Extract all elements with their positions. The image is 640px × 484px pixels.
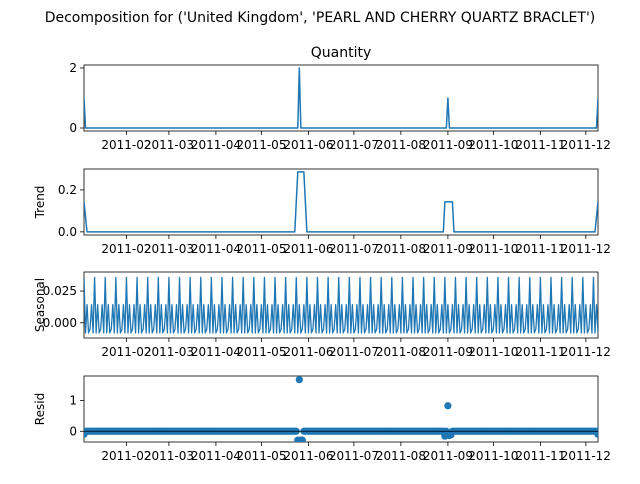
plot-area [84, 171, 598, 233]
y-tick-label: 0 [69, 424, 77, 438]
x-tick-label: 2011-03 [144, 242, 194, 256]
x-tick-label: 2011-03 [144, 345, 194, 359]
x-tick-label: 2011-07 [329, 242, 379, 256]
x-tick-label: 2011-03 [144, 138, 194, 152]
x-tick-label: 2011-11 [515, 345, 565, 359]
x-tick-label: 2011-05 [236, 138, 286, 152]
x-tick-label: 2011-02 [101, 138, 151, 152]
x-tick-label: 2011-06 [283, 242, 333, 256]
x-tick-label: 2011-02 [101, 345, 151, 359]
x-tick-label: 2011-08 [376, 242, 426, 256]
axes-frame [83, 271, 599, 339]
y-tick-label: 0 [69, 121, 77, 135]
x-tick-label: 2011-09 [423, 345, 473, 359]
subplot-2: Trend0.00.22011-022011-032011-042011-052… [33, 168, 611, 256]
x-tick-label: 2011-07 [329, 345, 379, 359]
y-tick-label: 2 [69, 61, 77, 75]
x-tick-label: 2011-10 [468, 242, 518, 256]
x-tick-label: 2011-12 [561, 345, 611, 359]
x-tick-label: 2011-05 [236, 345, 286, 359]
x-tick-label: 2011-12 [561, 449, 611, 463]
plot-area [84, 376, 598, 442]
plot-area [84, 67, 598, 129]
x-tick-label: 2011-06 [283, 449, 333, 463]
x-tick-label: 2011-03 [144, 449, 194, 463]
resid-point [298, 436, 306, 442]
x-tick-label: 2011-09 [423, 138, 473, 152]
x-tick-label: 2011-02 [101, 449, 151, 463]
x-tick-label: 2011-05 [236, 449, 286, 463]
y-tick-label: 0.025 [43, 284, 77, 298]
y-tick-label: 1 [69, 394, 77, 408]
resid-point [444, 402, 452, 410]
subplot-4: Resid012011-022011-032011-042011-052011-… [33, 375, 611, 463]
y-axis-label: Trend [33, 186, 47, 220]
x-tick-label: 2011-11 [515, 242, 565, 256]
x-tick-label: 2011-10 [468, 138, 518, 152]
resid-point [594, 430, 598, 438]
figure-suptitle: Decomposition for ('United Kingdom', 'PE… [45, 10, 596, 26]
x-tick-label: 2011-08 [376, 138, 426, 152]
y-axis-label: Resid [33, 393, 47, 425]
x-tick-label: 2011-09 [423, 449, 473, 463]
x-tick-label: 2011-06 [283, 138, 333, 152]
x-tick-label: 2011-04 [191, 449, 241, 463]
subplot-title: Quantity [311, 45, 372, 61]
panels: Quantity022011-022011-032011-042011-0520… [33, 45, 611, 463]
x-tick-label: 2011-05 [236, 242, 286, 256]
y-axis-label: Seasonal [33, 278, 47, 332]
x-tick-label: 2011-08 [376, 449, 426, 463]
x-tick-label: 2011-07 [329, 138, 379, 152]
x-tick-label: 2011-12 [561, 138, 611, 152]
x-tick-label: 2011-04 [191, 345, 241, 359]
y-tick-label: 0.2 [58, 183, 77, 197]
x-tick-label: 2011-07 [329, 449, 379, 463]
x-tick-label: 2011-09 [423, 242, 473, 256]
x-tick-label: 2011-10 [468, 345, 518, 359]
y-tick-label: 0.0 [58, 225, 77, 239]
x-tick-label: 2011-11 [515, 449, 565, 463]
x-tick-label: 2011-02 [101, 242, 151, 256]
resid-point [295, 376, 303, 384]
x-tick-label: 2011-04 [191, 138, 241, 152]
subplot-1: Quantity022011-022011-032011-042011-0520… [69, 45, 611, 152]
series-line-seasonal [84, 276, 598, 334]
series-line-quantity [84, 67, 598, 129]
plot-area [84, 276, 598, 334]
x-tick-label: 2011-11 [515, 138, 565, 152]
x-tick-label: 2011-08 [376, 345, 426, 359]
series-line-trend [84, 171, 598, 233]
subplot-3: Seasonal0.0000.0252011-022011-032011-042… [33, 271, 611, 359]
x-tick-label: 2011-12 [561, 242, 611, 256]
x-tick-label: 2011-04 [191, 242, 241, 256]
axes-frame [83, 375, 599, 443]
x-tick-label: 2011-06 [283, 345, 333, 359]
y-tick-label: 0.000 [43, 316, 77, 330]
x-tick-label: 2011-10 [468, 449, 518, 463]
